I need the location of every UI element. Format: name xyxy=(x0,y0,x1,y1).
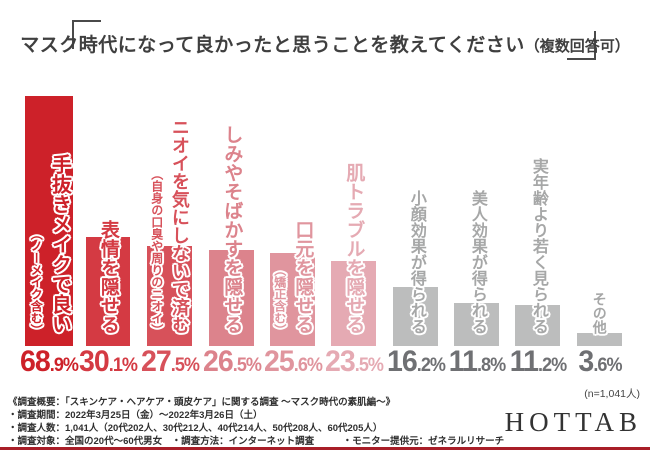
bar xyxy=(393,287,438,346)
bar-label-sub: （矯正含む） xyxy=(272,264,287,336)
bar xyxy=(454,303,499,346)
sample-size-note: (n=1,041人) xyxy=(584,388,640,400)
title-bracket-bottom-right xyxy=(567,31,596,60)
bar-value: 26.5% xyxy=(202,345,261,378)
title-bracket-top-left xyxy=(72,20,101,49)
survey-note-line: ・調査人数：1,041人（20代202人、30代212人、40代214人、50代… xyxy=(8,423,383,434)
bar-value: 11.8% xyxy=(448,345,505,378)
bar-value: 11.2% xyxy=(509,345,566,378)
bar-label: その他 xyxy=(591,292,608,334)
bar-value: 25.6% xyxy=(263,345,322,378)
bar xyxy=(331,261,376,346)
bar-label-sub: （自身の口臭や周りのニオイ） xyxy=(149,168,164,336)
survey-notes: 《調査概要：「スキンケア・ヘアケア・頭皮ケア」に関する調査 〜マスク時代の素肌編… xyxy=(8,396,504,448)
chart-title: マスク時代になって良かったと思うことを教えてください（複数回答可） xyxy=(0,30,650,57)
survey-note-line: 《調査概要：「スキンケア・ヘアケア・頭皮ケア」に関する調査 〜マスク時代の素肌編… xyxy=(8,397,396,408)
bar-label: しみやそばかすを隠せる xyxy=(221,125,243,334)
bar-value: 30.1% xyxy=(78,345,138,378)
bar-label: 表情を隠せる xyxy=(97,220,119,334)
bar xyxy=(577,333,622,346)
bar xyxy=(515,305,560,346)
bar-value: 16.2% xyxy=(386,345,445,378)
bar xyxy=(209,250,254,346)
survey-note-line: ・調査対象：全国の20代〜60代男女 ・調査方法：インターネット調査 ・モニター… xyxy=(8,436,505,447)
bar xyxy=(147,246,192,346)
bar-value: 68.9% xyxy=(19,345,79,378)
bar-label-sub: （ノーメイク含む） xyxy=(29,228,44,336)
chart-title-note: （複数回答可） xyxy=(524,38,630,55)
chart-title-text: マスク時代になって良かったと思うことを教えてください xyxy=(20,35,525,56)
bar-value: 27.5% xyxy=(140,345,199,378)
survey-note-line: ・調査期間：2022年3月25日（金）〜2022年3月26日（土） xyxy=(8,410,263,421)
bar xyxy=(25,96,73,346)
bottom-accent-line xyxy=(0,447,650,450)
bar xyxy=(270,253,315,346)
bar-label: 口元を隠せる xyxy=(292,220,314,334)
bar xyxy=(86,237,130,346)
bar-label: 美人効果が得られる xyxy=(468,190,486,334)
bar-label: 肌トラブルを隠せる xyxy=(343,163,365,334)
bar-label: 実年齢より若く見られる xyxy=(529,158,547,334)
bar-value: 3.6% xyxy=(577,345,622,378)
bar-label: 手抜きメイクで良い xyxy=(48,154,71,334)
bar-label: ニオイを気にしないで済む xyxy=(169,118,190,334)
bar-label: 小顔効果が得られる xyxy=(407,190,425,334)
bar-value: 23.5% xyxy=(324,345,383,378)
hottab-logo: HOTTAB xyxy=(504,407,642,437)
